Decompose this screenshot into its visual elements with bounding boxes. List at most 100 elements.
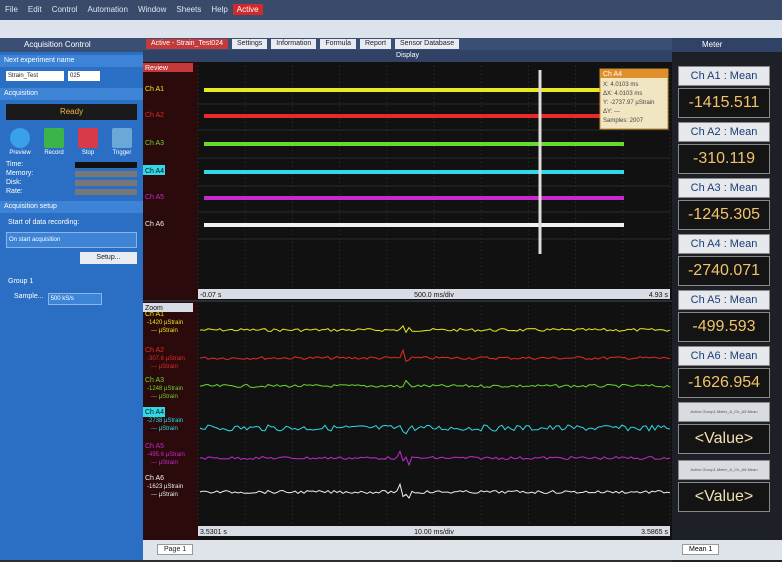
setup-button[interactable]: Setup...: [80, 252, 137, 264]
stat-bar: [75, 189, 137, 195]
channel-delta: --- µStrain: [151, 394, 178, 400]
menu-item[interactable]: Window: [133, 0, 171, 14]
channel-label: Ch A2: [145, 347, 164, 354]
menu-item[interactable]: Help: [206, 0, 232, 14]
stat-bar: [75, 180, 137, 186]
menu-item[interactable]: Automation: [82, 0, 132, 14]
acquisition-panel: Acquisition Control Next experiment name…: [0, 38, 143, 560]
cursor-line: ΔX: 4.0103 ms: [603, 91, 642, 97]
cursor-channel: Ch A4: [603, 71, 622, 78]
display-title: Display: [143, 50, 672, 62]
meter-placeholder-label: Active.Group1.Meter_A_Ch_A6.Mean: [678, 460, 770, 480]
display: Review Ch A1 Ch A2 Ch A3 Ch A4 Ch A5 Ch A6 Ch A…: [143, 62, 672, 540]
menu-item[interactable]: Control: [47, 0, 83, 14]
toolbar: [0, 20, 782, 38]
bottom-bar: Page 1: [143, 540, 672, 560]
page-tab[interactable]: Page 1: [157, 544, 193, 555]
channel-label: Ch A6: [145, 475, 164, 482]
meter-placeholder-value: <Value>: [678, 424, 770, 454]
section-label: Next experiment name: [0, 55, 143, 67]
meter-value: -1415.511: [678, 88, 770, 118]
trace: [204, 223, 624, 227]
stat-label: Memory:: [6, 170, 33, 177]
experiment-row: Strain_Test 025: [0, 67, 143, 85]
axis-label: 500.0 ms/div: [414, 292, 454, 299]
channel-delta: --- µStrain: [151, 328, 178, 334]
review-label: Review: [145, 65, 169, 72]
menu-item[interactable]: Edit: [23, 0, 47, 14]
channel-label: Ch A4: [145, 409, 164, 416]
section-label: Acquisition setup: [0, 201, 143, 213]
channel-label: Ch A3: [145, 140, 164, 147]
axis-label: 4.93 s: [649, 292, 669, 299]
tab[interactable]: Information: [271, 39, 316, 49]
tab[interactable]: Sensor Database: [395, 39, 459, 49]
tab[interactable]: Report: [360, 39, 391, 49]
meter-label: Ch A6 : Mean: [678, 346, 770, 366]
meter-value: -499.593: [678, 312, 770, 342]
tab[interactable]: Active - Strain_Test024: [146, 39, 228, 49]
meter-value: -1626.954: [678, 368, 770, 398]
menu-item[interactable]: Sheets: [171, 0, 206, 14]
channel-delta: --- µStrain: [151, 364, 178, 370]
sample-label: Sample...: [14, 293, 44, 305]
control-button[interactable]: Preview: [4, 128, 36, 156]
control-button[interactable]: Trigger: [106, 128, 138, 156]
experiment-name[interactable]: Strain_Test: [6, 71, 64, 81]
meter-panel: Meter Ch A1 : Mean-1415.511Ch A2 : Mean-…: [672, 38, 782, 562]
cursor-line: Samples: 2007: [603, 118, 644, 124]
meter-placeholder-label: Active.Group1.Meter_A_Ch_A5.Mean: [678, 402, 770, 422]
channel-label: Ch A2: [145, 112, 164, 119]
axis-label: 10.00 ms/div: [414, 529, 454, 536]
experiment-number[interactable]: 025: [68, 71, 100, 81]
channel-label: Ch A1: [145, 86, 164, 93]
button-icon: [10, 128, 30, 148]
label-column: [143, 62, 198, 300]
stat-label: Time:: [6, 161, 23, 168]
stat-bar: [75, 162, 137, 168]
stat-row: Rate:: [6, 187, 137, 196]
meter-label: Ch A4 : Mean: [678, 234, 770, 254]
channel-label: Ch A4: [145, 168, 164, 175]
channel-label: Ch A1: [145, 311, 164, 318]
cursor-line: X: 4.0103 ms: [603, 82, 638, 88]
control-button[interactable]: Record: [38, 128, 70, 156]
channel-delta: --- µStrain: [151, 492, 178, 498]
channel-label: Ch A5: [145, 443, 164, 450]
channel-value: -2738 µStrain: [147, 418, 183, 424]
tab[interactable]: Formula: [320, 39, 356, 49]
meter-title: Meter: [672, 38, 782, 52]
button-label: Preview: [4, 150, 36, 156]
meter-label: Ch A5 : Mean: [678, 290, 770, 310]
group-label: Group 1: [0, 264, 143, 287]
start-label: Start of data recording:: [0, 213, 143, 228]
start-dropdown[interactable]: On start acquisition: [6, 232, 137, 248]
channel-label: Ch A3: [145, 377, 164, 384]
channel-label: Ch A6: [145, 221, 164, 228]
control-button[interactable]: Stop: [72, 128, 104, 156]
trace: [204, 114, 624, 118]
channel-value: -495.6 µStrain: [147, 452, 185, 458]
stat-row: Time:: [6, 160, 137, 169]
section-label: Acquisition: [0, 88, 143, 100]
sample-row: Sample... 500 kS/s: [0, 287, 143, 305]
meter-value: -1245.305: [678, 200, 770, 230]
meter-page-tab[interactable]: Mean 1: [682, 544, 719, 555]
button-icon: [44, 128, 64, 148]
meter-bottom-bar: Mean 1: [672, 540, 782, 560]
channel-value: -1248 µStrain: [147, 386, 183, 392]
screen: {"menu": ["File","Edit","Control","Autom…: [0, 0, 782, 562]
meter-placeholder-value: <Value>: [678, 482, 770, 512]
tab[interactable]: Settings: [232, 39, 267, 49]
meter-label: Ch A3 : Mean: [678, 178, 770, 198]
menu-item[interactable]: Active: [233, 4, 263, 15]
axis-label: -0.07 s: [200, 292, 222, 299]
sample-rate[interactable]: 500 kS/s: [48, 293, 102, 305]
stat-label: Disk:: [6, 179, 22, 186]
channel-delta: --- µStrain: [151, 460, 178, 466]
button-icon: [78, 128, 98, 148]
trace: [204, 142, 624, 146]
menu-item[interactable]: File: [0, 0, 23, 14]
